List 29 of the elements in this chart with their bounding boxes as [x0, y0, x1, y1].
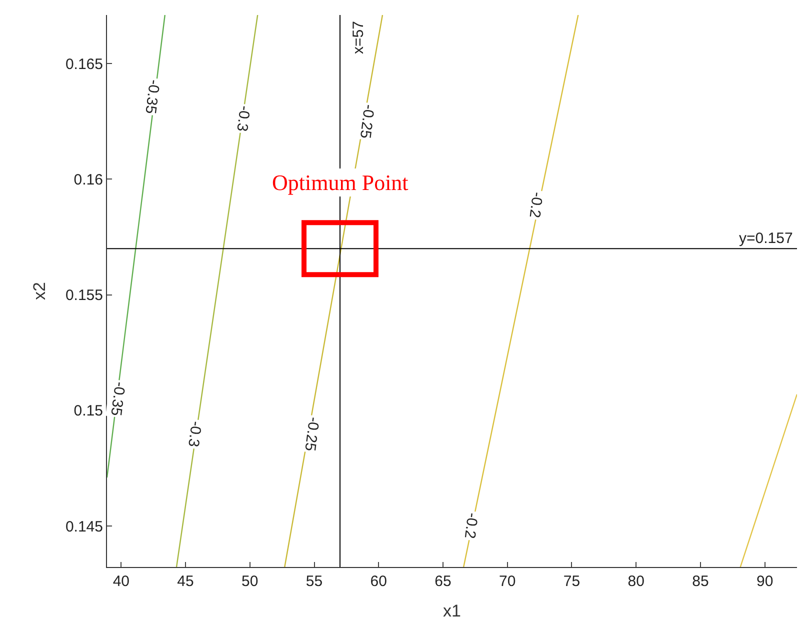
x-tick-label: 60: [370, 573, 387, 590]
annotation: -0.35: [142, 78, 163, 115]
ref-line-label: y=0.157: [739, 230, 793, 247]
y-tick-label: 0.155: [65, 287, 103, 304]
x-tick-label: 75: [563, 573, 580, 590]
ref-line-label: x=57: [350, 21, 367, 54]
y-tick-label: 0.16: [74, 171, 103, 188]
y-tick-label: 0.15: [74, 402, 103, 420]
annotation: -0.3: [184, 420, 205, 448]
x-tick-label: 45: [177, 573, 194, 590]
x-tick-label: 80: [628, 573, 644, 590]
y-tick-label: 0.145: [65, 518, 103, 536]
y-tick-label: 0.165: [65, 56, 103, 73]
x-tick-label: 50: [242, 573, 258, 590]
x-tick-label: 70: [499, 573, 516, 590]
annotation: -0.25: [301, 416, 322, 452]
x-tick-label: 55: [306, 573, 323, 590]
annotation: -0.35: [107, 380, 128, 417]
x-axis-title: x1: [443, 601, 461, 620]
x-tick-label: 40: [112, 573, 130, 590]
x-tick-label: 65: [434, 573, 452, 590]
x-tick-label: 85: [692, 573, 709, 590]
annotation: -0.3: [233, 104, 254, 132]
annotation: Optimum Point: [272, 170, 408, 195]
y-axis-title: x2: [30, 282, 50, 300]
x-tick-label: 90: [756, 573, 774, 590]
annotation: -0.25: [356, 103, 378, 140]
annotation: -0.2: [526, 191, 546, 219]
annotation: -0.2: [460, 512, 481, 540]
